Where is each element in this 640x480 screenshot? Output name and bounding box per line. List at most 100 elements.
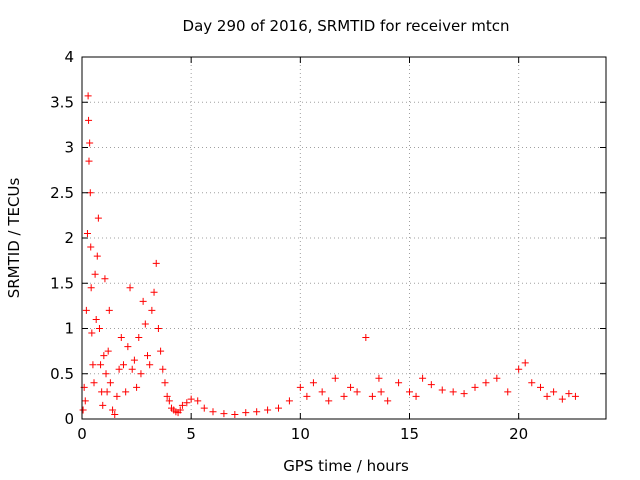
data-point	[438, 386, 446, 394]
data-point	[150, 288, 158, 296]
data-point	[100, 352, 108, 360]
data-point	[521, 359, 529, 367]
data-point	[493, 374, 501, 382]
x-tick-label: 20	[509, 425, 528, 443]
data-point	[84, 92, 92, 100]
x-tick-label: 15	[400, 425, 419, 443]
data-point	[139, 297, 147, 305]
data-point	[81, 397, 89, 405]
data-point	[412, 392, 420, 400]
x-axis-label: GPS time / hours	[283, 457, 409, 475]
y-tick-label: 4	[64, 48, 74, 66]
data-point	[90, 379, 98, 387]
data-point	[543, 392, 551, 400]
data-point	[93, 252, 101, 260]
data-point	[515, 365, 523, 373]
data-point	[161, 379, 169, 387]
data-point	[152, 259, 160, 267]
y-tick-label: 0.5	[50, 365, 74, 383]
data-point	[231, 410, 239, 418]
data-point	[340, 392, 348, 400]
axis-ticks	[81, 56, 606, 420]
data-point	[482, 379, 490, 387]
data-point	[144, 352, 151, 360]
data-point	[111, 410, 119, 418]
data-point	[194, 397, 202, 405]
x-tick-label: 10	[291, 425, 310, 443]
data-point	[375, 374, 383, 382]
data-point	[91, 270, 99, 278]
y-tick-label: 0	[64, 410, 74, 428]
data-point	[565, 390, 573, 398]
data-point	[148, 306, 156, 314]
data-point	[88, 329, 96, 337]
data-point	[176, 406, 184, 414]
data-point	[113, 392, 121, 400]
plot-frame	[81, 56, 607, 420]
data-point	[362, 334, 370, 342]
grid	[82, 57, 606, 419]
data-point	[119, 361, 127, 369]
data-point	[86, 139, 94, 147]
data-point	[163, 392, 171, 400]
y-axis-label: SRMTID / TECUs	[5, 178, 23, 299]
y-tick-label: 2	[64, 229, 74, 247]
y-tick-label: 1.5	[50, 274, 74, 292]
data-point	[504, 388, 512, 396]
data-point	[92, 315, 100, 323]
data-point	[99, 401, 107, 409]
data-point	[368, 392, 376, 400]
data-point	[133, 383, 141, 391]
data-point	[419, 374, 427, 382]
data-point	[471, 383, 479, 391]
data-point	[82, 306, 90, 314]
data-point	[85, 157, 93, 165]
data-point	[85, 116, 93, 124]
y-tick-label: 3	[64, 139, 74, 157]
data-point	[303, 392, 311, 400]
data-point	[137, 370, 145, 378]
data-point	[384, 397, 392, 405]
data-point	[109, 406, 117, 414]
data-point	[104, 347, 112, 355]
data-point	[395, 379, 403, 387]
data-point	[106, 379, 114, 387]
data-point	[135, 334, 143, 342]
x-tick-label: 0	[77, 425, 87, 443]
data-point	[550, 388, 558, 396]
data-point	[159, 365, 167, 373]
data-points	[79, 92, 579, 418]
x-tick-labels: 0 5 10 15 20	[77, 425, 528, 443]
data-point	[79, 406, 87, 414]
data-point	[146, 361, 154, 369]
data-point	[427, 381, 435, 389]
data-point	[571, 392, 579, 400]
data-point	[83, 229, 91, 237]
data-point	[101, 275, 109, 283]
data-point	[353, 388, 361, 396]
data-point	[460, 390, 468, 398]
data-point	[318, 388, 326, 396]
data-point	[141, 320, 149, 328]
y-tick-label: 1	[64, 320, 74, 338]
data-point	[347, 383, 355, 391]
data-point	[126, 284, 134, 292]
data-point	[309, 379, 317, 387]
data-point	[115, 365, 123, 373]
x-tick-label: 5	[186, 425, 196, 443]
data-point	[102, 370, 110, 378]
data-point	[87, 284, 95, 292]
data-point	[105, 306, 113, 314]
data-point	[537, 383, 544, 391]
data-point	[122, 388, 130, 396]
data-point	[296, 383, 304, 391]
data-point	[209, 408, 217, 416]
data-point	[183, 399, 191, 407]
data-point	[528, 379, 536, 387]
data-point	[264, 406, 272, 414]
data-point	[89, 361, 97, 369]
data-point	[285, 397, 293, 405]
data-point	[200, 404, 208, 412]
data-point	[275, 404, 282, 412]
